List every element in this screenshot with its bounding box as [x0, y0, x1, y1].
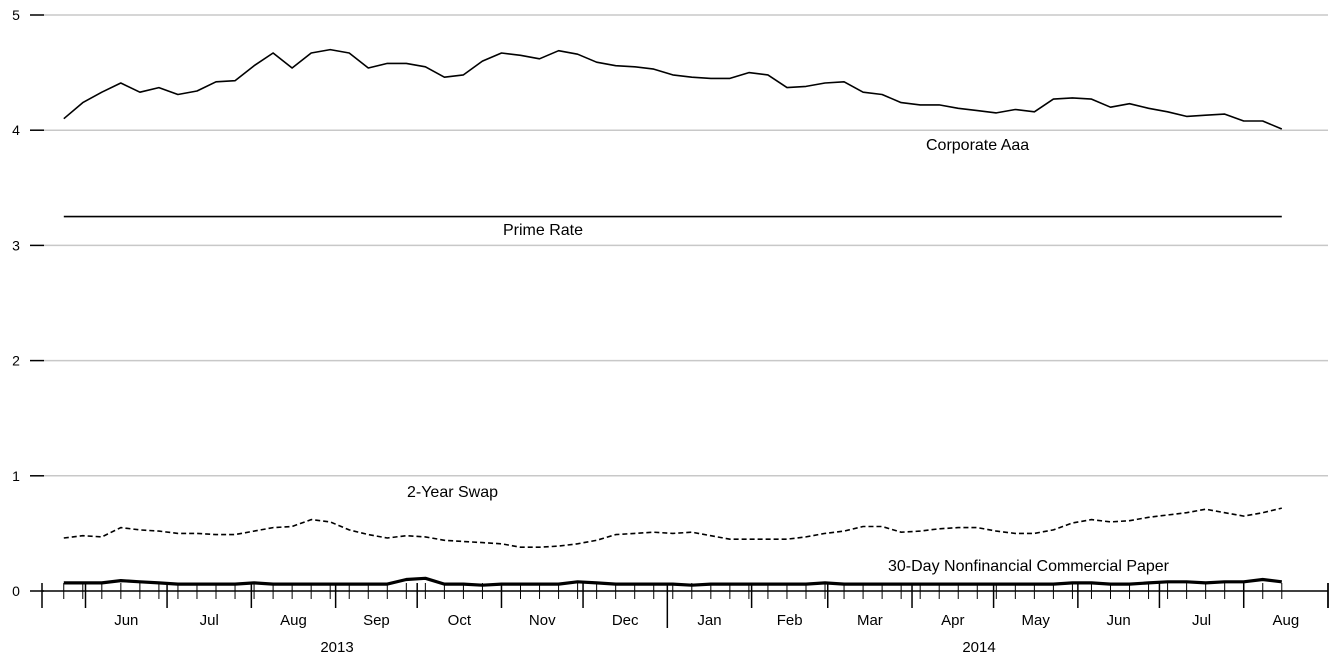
year-label-2013: 2013: [320, 639, 353, 656]
series-lines: [63, 48, 1283, 587]
x-tick-label-11: May: [1022, 612, 1051, 629]
x-tick-label-5: Nov: [529, 612, 556, 629]
y-tick-label-5: 5: [12, 7, 20, 23]
label-corporate-aaa: Corporate Aaa: [926, 137, 1029, 154]
x-tick-label-12: Jun: [1107, 612, 1131, 629]
x-tick-label-1: Jul: [200, 612, 219, 629]
label-30-day-commercial-paper: 30-Day Nonfinancial Commercial Paper: [888, 558, 1170, 575]
series-line-corporate-aaa: [63, 48, 1283, 130]
series-line-30-day-nonfinancial-commercial-paper: [63, 576, 1282, 587]
x-tick-label-14: Aug: [1273, 612, 1300, 629]
gridlines: [44, 14, 1328, 477]
y-axis: 0 1 2 3 4 5: [12, 7, 44, 599]
y-tick-label-2: 2: [12, 353, 20, 369]
y-tick-label-4: 4: [12, 122, 20, 138]
x-tick-label-6: Dec: [612, 612, 639, 629]
x-tick-label-9: Mar: [857, 612, 883, 629]
y-tick-label-1: 1: [12, 468, 20, 484]
x-tick-label-2: Aug: [280, 612, 307, 629]
y-tick-label-3: 3: [12, 237, 20, 253]
x-tick-label-3: Sep: [363, 612, 390, 629]
series-line-2-year-swap: [63, 507, 1282, 549]
x-tick-label-13: Jul: [1192, 612, 1211, 629]
label-prime-rate: Prime Rate: [503, 222, 583, 239]
year-label-2014: 2014: [962, 639, 995, 656]
label-2-year-swap: 2-Year Swap: [407, 484, 498, 501]
x-tick-label-7: Jan: [697, 612, 721, 629]
x-tick-label-0: Jun: [114, 612, 138, 629]
x-axis: Jun Jul Aug Sep Oct Nov Dec Jan Feb Mar Apr May Jun J…: [41, 583, 1329, 629]
x-tick-label-4: Oct: [448, 612, 472, 629]
x-tick-label-10: Apr: [941, 612, 964, 629]
x-tick-label-8: Feb: [777, 612, 803, 629]
y-tick-label-0: 0: [12, 583, 20, 599]
